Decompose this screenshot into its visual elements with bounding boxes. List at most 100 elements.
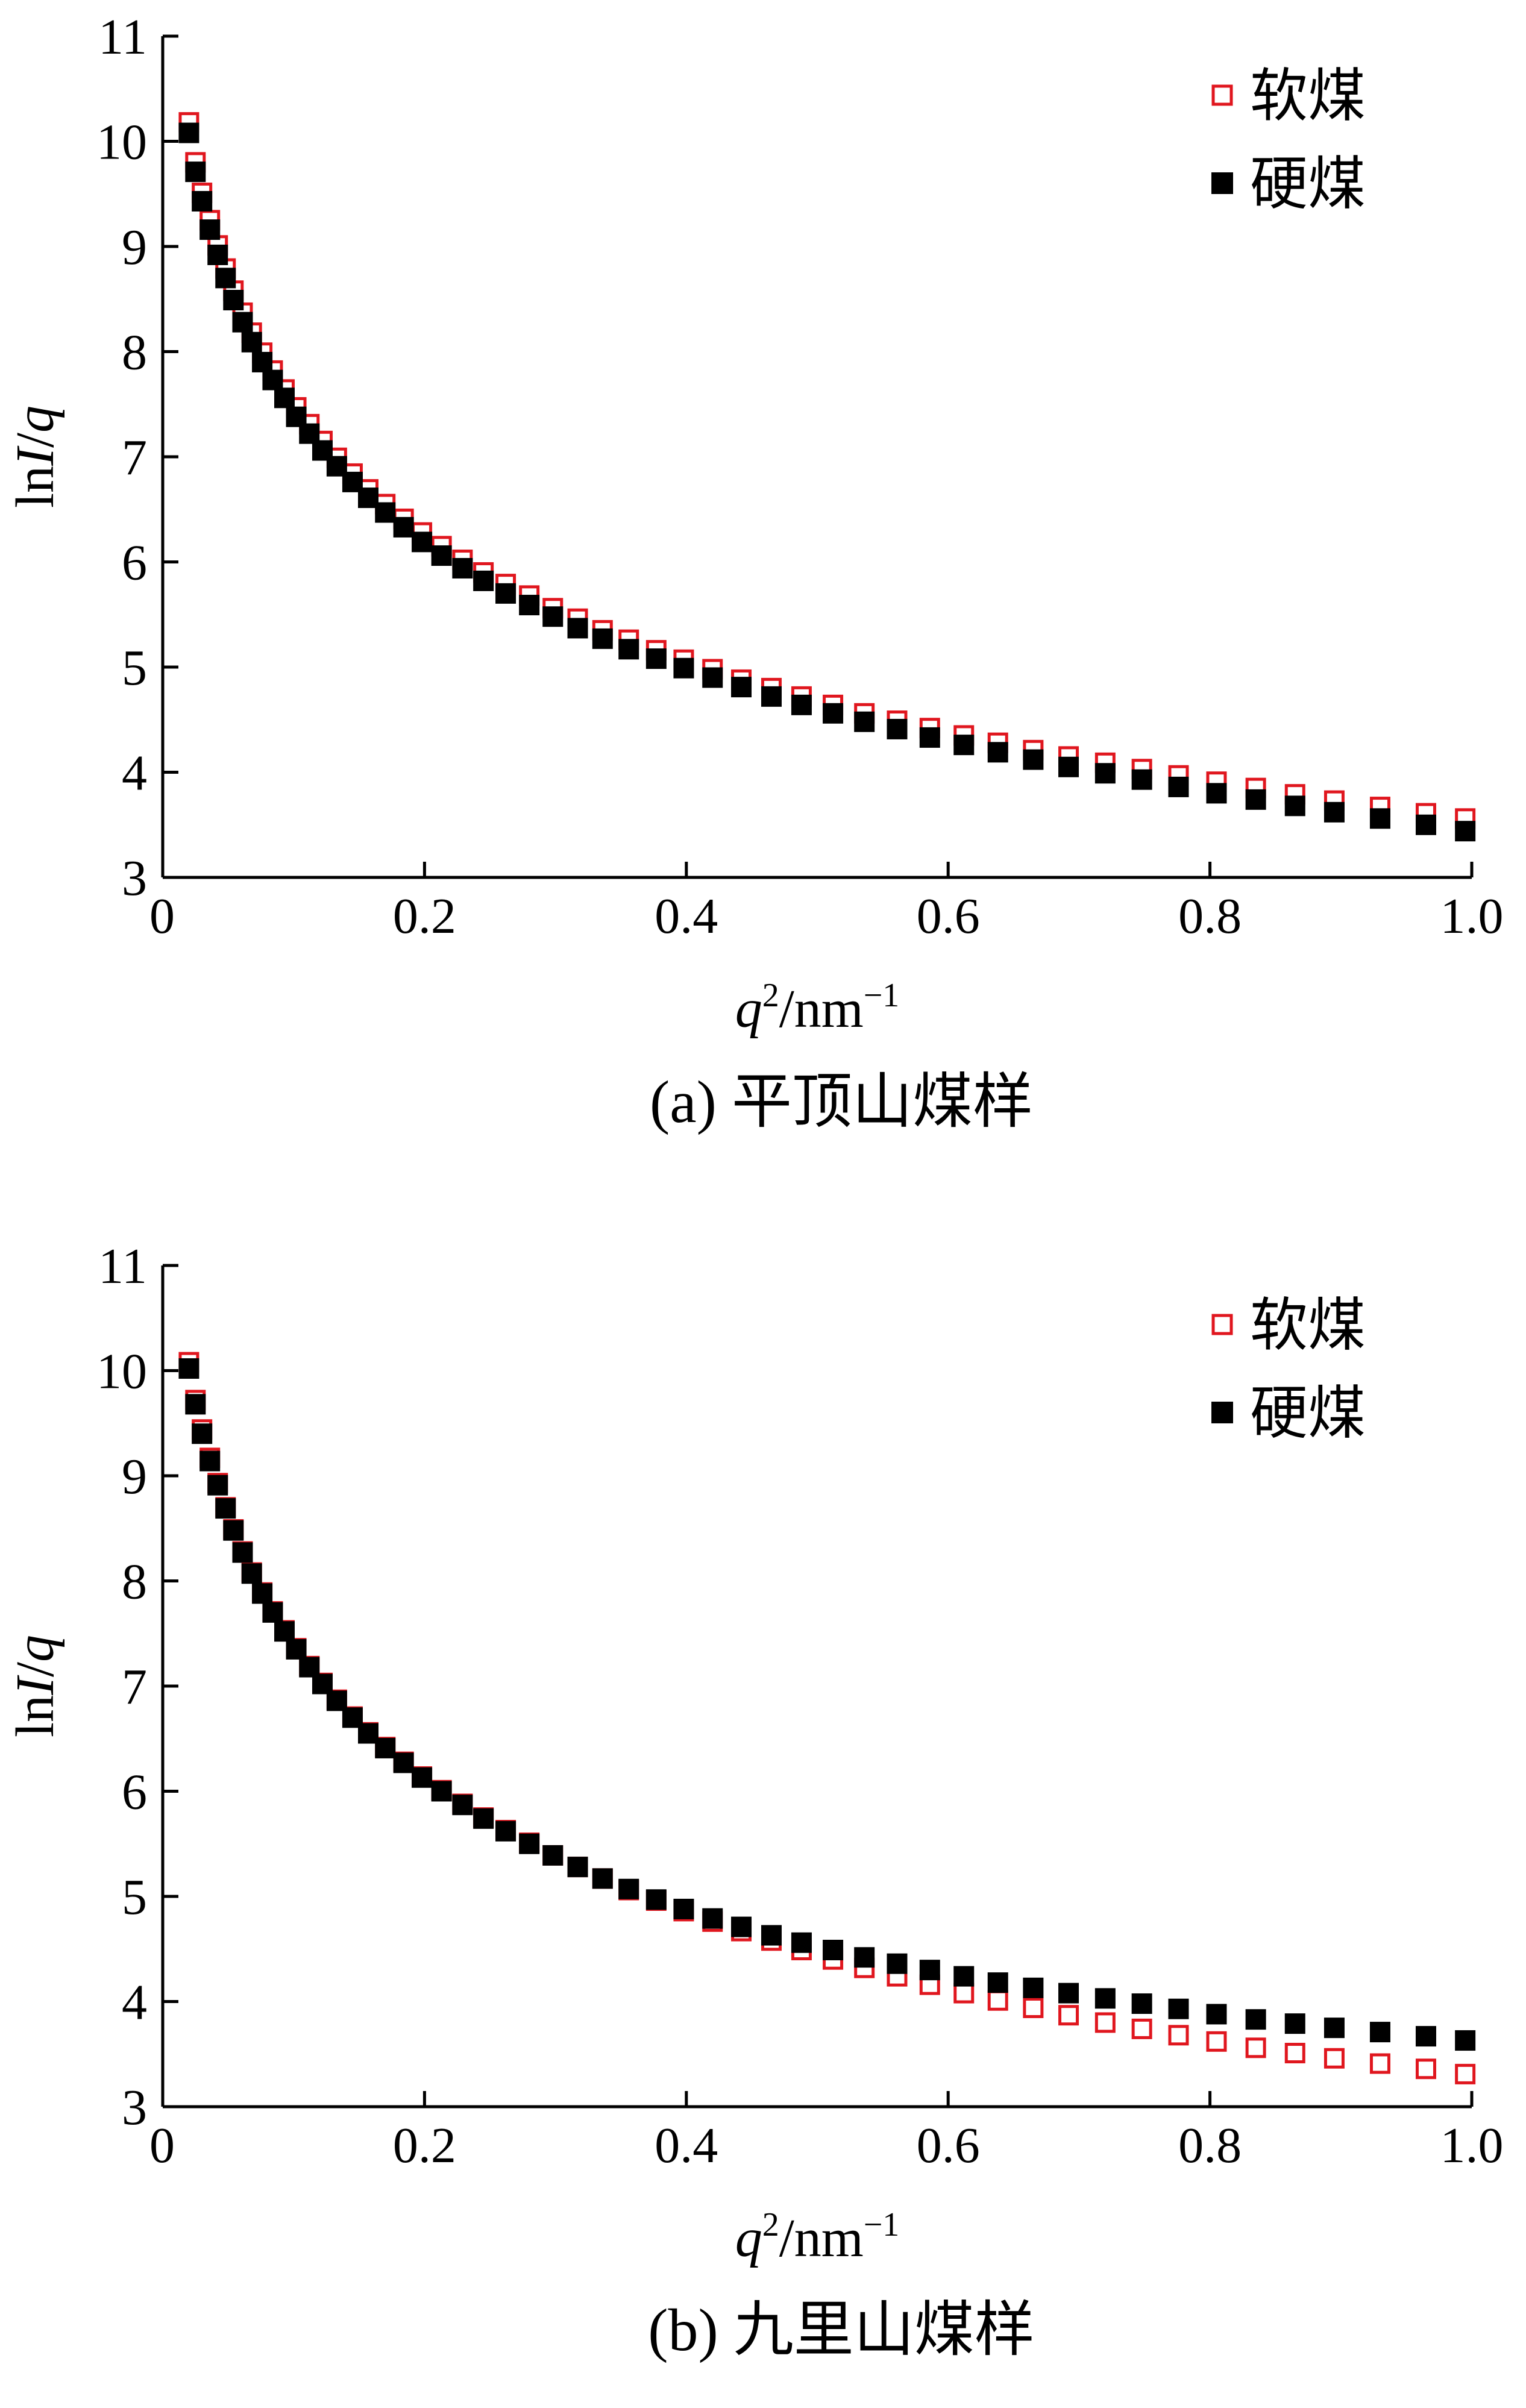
data-point — [1206, 2031, 1227, 2052]
y-tick-label: 10 — [96, 114, 147, 171]
data-point — [731, 677, 752, 698]
data-point — [393, 516, 414, 538]
chart-caption: (b) 九里山煤样 — [648, 2297, 1035, 2363]
data-point — [375, 502, 396, 523]
y-axis-label-prefix: ln — [5, 1695, 65, 1737]
data-point — [1284, 795, 1305, 817]
y-tick-label: 6 — [122, 1764, 147, 1820]
x-axis-label-unit-sup: −1 — [864, 2206, 900, 2243]
data-point — [223, 1520, 244, 1541]
data-point — [375, 1737, 396, 1758]
data-point — [987, 1972, 1008, 1993]
data-point — [1323, 2018, 1345, 2039]
data-point — [673, 1898, 694, 1919]
data-point — [1369, 2053, 1390, 2074]
data-point — [252, 351, 273, 372]
data-point — [185, 161, 206, 183]
data-point — [431, 545, 452, 566]
series-hard-coal — [178, 122, 1476, 842]
data-point — [1023, 749, 1044, 770]
data-point — [1369, 808, 1390, 829]
data-point — [1206, 783, 1227, 804]
data-point — [262, 1602, 283, 1623]
data-point — [274, 1621, 295, 1642]
y-tick-label: 11 — [98, 1238, 147, 1294]
data-point — [393, 1752, 414, 1773]
data-point — [919, 1960, 940, 1981]
data-point — [542, 1845, 564, 1866]
data-point — [241, 1563, 262, 1584]
data-point — [1168, 1998, 1189, 2019]
data-point — [215, 268, 236, 289]
data-point — [223, 289, 244, 310]
data-point — [592, 1868, 613, 1889]
data-point — [495, 1820, 517, 1842]
y-tick-label: 8 — [122, 1554, 147, 1610]
y-tick-label: 7 — [122, 1659, 147, 1715]
x-tick-label: 0.6 — [917, 888, 980, 944]
data-point — [987, 1990, 1008, 2011]
x-axis-label-base: q — [735, 979, 762, 1039]
data-point — [854, 711, 875, 732]
data-point — [1415, 814, 1436, 835]
data-point — [215, 1498, 236, 1519]
y-tick-label: 11 — [98, 9, 147, 65]
data-point — [1323, 2048, 1345, 2069]
y-tick-label: 6 — [122, 535, 147, 591]
data-point — [702, 1908, 723, 1929]
x-axis-label-sup: 2 — [762, 2206, 779, 2243]
data-point — [1058, 1983, 1079, 2004]
y-axis-label-slash: / — [5, 433, 65, 448]
data-point — [1094, 1988, 1116, 2009]
data-point — [731, 1916, 752, 1937]
y-axis-label-tail: q — [5, 1635, 65, 1662]
legend-marker-filled-square — [1211, 1402, 1233, 1423]
x-tick-label: 0 — [149, 888, 175, 944]
data-point — [953, 735, 975, 756]
data-point — [1058, 2005, 1079, 2026]
y-axis-label-slash: / — [5, 1662, 65, 1677]
data-point — [178, 1358, 199, 1379]
legend-label: 硬煤 — [1250, 1381, 1366, 1446]
data-point — [495, 583, 517, 604]
data-point — [1131, 1993, 1152, 2014]
data-point — [1455, 821, 1476, 842]
x-axis-label: q2/nm−1 — [735, 2206, 900, 2268]
data-point — [232, 1542, 253, 1563]
data-point — [207, 244, 228, 265]
data-point — [887, 1953, 908, 1974]
y-tick-label: 7 — [122, 430, 147, 486]
x-tick-label: 0.8 — [1178, 888, 1242, 944]
data-point — [1284, 2043, 1305, 2064]
x-tick-label: 0.4 — [655, 888, 718, 944]
legend-label: 软煤 — [1250, 64, 1366, 128]
data-point — [1023, 1977, 1044, 1998]
x-tick-label: 0 — [149, 2118, 175, 2174]
data-point — [854, 1947, 875, 1968]
data-point — [1131, 769, 1152, 790]
x-axis-label-sup: 2 — [762, 977, 779, 1014]
data-point — [887, 718, 908, 739]
data-point — [473, 1808, 494, 1829]
data-point — [823, 1939, 844, 1960]
data-point — [1245, 2009, 1266, 2030]
chart-caption: (a) 平顶山煤样 — [650, 1068, 1033, 1135]
x-tick-label: 1.0 — [1440, 888, 1504, 944]
x-tick-label: 0.2 — [393, 2118, 456, 2174]
data-point — [286, 1638, 307, 1660]
legend-marker-open-square — [1211, 1314, 1233, 1335]
x-axis-label: q2/nm−1 — [735, 977, 900, 1039]
data-point — [702, 667, 723, 688]
data-point — [1245, 789, 1266, 810]
y-axis-label-tail: q — [5, 406, 65, 433]
x-axis-label-unit-sup: −1 — [864, 977, 900, 1014]
data-point — [199, 1450, 221, 1472]
data-point — [412, 1767, 433, 1788]
y-tick-label: 8 — [122, 325, 147, 381]
data-point — [542, 606, 564, 627]
data-point — [1168, 2025, 1189, 2046]
data-point — [519, 595, 540, 616]
y-tick-label: 10 — [96, 1344, 147, 1400]
